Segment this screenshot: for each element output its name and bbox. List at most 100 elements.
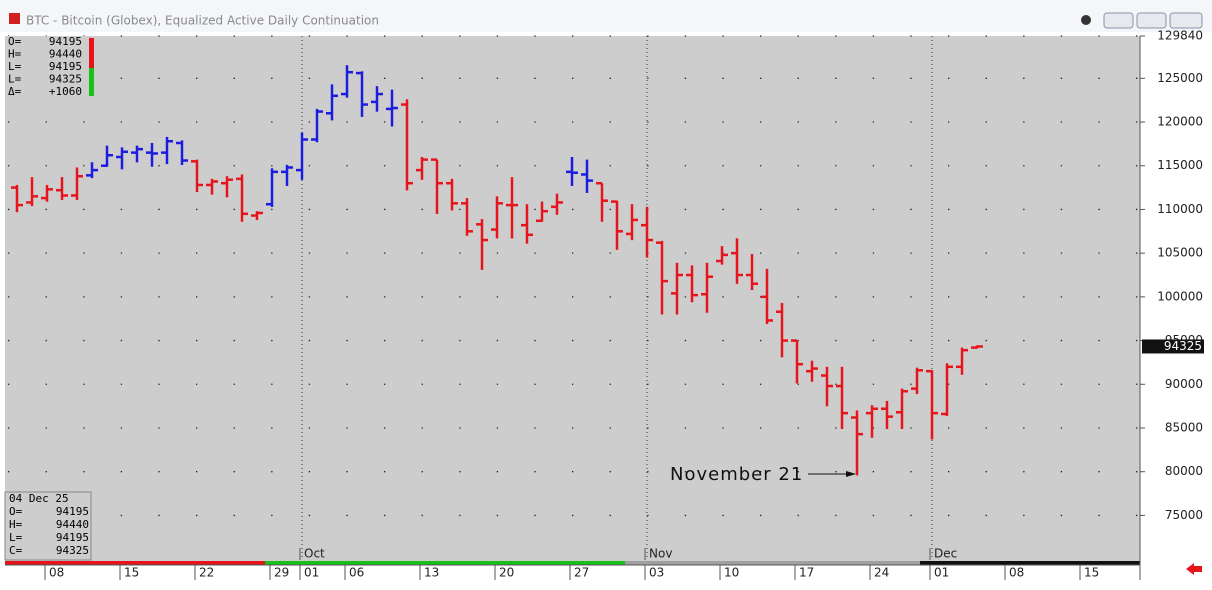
x-tick-label: 15: [1084, 566, 1099, 580]
ohlc-bar: [596, 181, 608, 222]
ohlc-bar: [716, 246, 728, 265]
ohlc-bar: [281, 164, 293, 186]
ohlc-bar: [296, 132, 308, 180]
info-value: 94440: [49, 48, 82, 61]
info-label: L=: [8, 73, 22, 86]
scroll-right-button[interactable]: [1186, 563, 1202, 575]
ohlc-bar: [86, 162, 98, 179]
ohlc-bar: [266, 168, 278, 207]
pin-button[interactable]: [1081, 15, 1091, 25]
info-panel: O= 94195 H= 94440 L= 94195 L= 94325 Δ= +1060: [5, 35, 95, 98]
ohlc-bar: [101, 145, 113, 167]
info-value: 94195: [49, 35, 82, 48]
info-bar-red: [89, 38, 94, 68]
title-bar: [0, 0, 1212, 32]
y-tick-label: 110000: [1157, 202, 1203, 216]
ohlc-bar: [641, 206, 653, 258]
ohlc-bar: [851, 410, 863, 476]
x-tick-label: 22: [199, 566, 214, 580]
ohlc-bar: [746, 254, 758, 290]
ohlc-bar: [326, 84, 338, 121]
strip-grey: [625, 561, 920, 565]
y-tick-label: 100000: [1157, 289, 1203, 303]
ohlc-bar: [311, 108, 323, 143]
month-label: Dec: [934, 547, 957, 561]
info-label: Δ=: [8, 85, 22, 98]
ohlc-bar: [26, 177, 38, 207]
ohlc-bar: [776, 302, 788, 358]
x-tick-label: 01: [934, 566, 949, 580]
ohlc-bar: [881, 400, 893, 429]
ohlc-bar: [731, 238, 743, 284]
ohlc-bar: [251, 211, 263, 221]
y-tick-label: 90000: [1165, 377, 1203, 391]
ohlc-bar: [371, 86, 383, 112]
minimize-button[interactable]: [1103, 12, 1134, 29]
last-price-label: 94325: [1164, 339, 1202, 353]
x-tick-label: 08: [1009, 566, 1024, 580]
ohlc-bar: [206, 178, 218, 195]
ohlc-bar: [581, 159, 593, 193]
info-label: O=: [8, 35, 22, 48]
ohlc-bar: [146, 143, 158, 167]
date-panel-label: L=: [9, 531, 23, 544]
ohlc-bar: [506, 177, 518, 239]
ohlc-bar: [761, 268, 773, 325]
strip-red: [5, 561, 265, 565]
x-tick-label: 15: [124, 566, 139, 580]
ohlc-bar: [221, 176, 233, 198]
info-bar-green: [89, 68, 94, 96]
ohlc-bar: [41, 184, 53, 202]
ohlc-bar: [821, 366, 833, 407]
date-panel-value: 94325: [56, 544, 89, 557]
info-value: +1060: [49, 85, 82, 98]
ohlc-bar: [626, 204, 638, 241]
ohlc-bar: [656, 240, 668, 315]
ohlc-bar: [911, 367, 923, 395]
ohlc-bar: [671, 262, 683, 315]
window-title: BTC - Bitcoin (Globex), Equalized Active…: [26, 14, 379, 28]
ohlc-bar: [806, 360, 818, 382]
ohlc-bar: [386, 89, 398, 127]
x-tick-label: 17: [799, 566, 814, 580]
ohlc-bar: [971, 345, 983, 349]
ohlc-bar: [476, 219, 488, 270]
y-tick-label: 120000: [1157, 115, 1203, 129]
date-panel-label: O=: [9, 505, 23, 518]
y-tick-label: 129840: [1157, 29, 1203, 43]
info-label: H=: [8, 48, 22, 61]
ohlc-bar: [341, 65, 353, 98]
date-panel: 04 Dec 25 O= 94195 H= 94440 L= 94195 C= 94325: [4, 491, 92, 561]
ohlc-bar: [131, 145, 143, 163]
y-tick-label: 125000: [1157, 71, 1203, 85]
ohlc-bar: [356, 71, 368, 117]
maximize-button[interactable]: [1136, 12, 1167, 29]
x-tick-label: 06: [349, 566, 364, 580]
ohlc-bar: [866, 405, 878, 438]
x-tick-label: 27: [574, 566, 589, 580]
date-box: [4, 491, 92, 561]
ohlc-bar: [191, 159, 203, 193]
ohlc-bar: [401, 99, 413, 191]
ohlc-bar: [56, 177, 68, 200]
y-tick-label: 85000: [1165, 420, 1203, 434]
ohlc-bar: [611, 200, 623, 250]
ohlc-bar: [686, 265, 698, 303]
ohlc-bar: [236, 174, 248, 222]
date-panel-label: C=: [9, 544, 23, 557]
ohlc-bar: [71, 167, 83, 200]
x-tick-label: 29: [274, 566, 289, 580]
last-price-box: [1142, 339, 1204, 354]
ohlc-bar: [941, 363, 953, 416]
ohlc-bar: [116, 147, 128, 170]
close-button[interactable]: [1169, 12, 1203, 29]
y-tick-label: 75000: [1165, 508, 1203, 522]
date-panel-date: 04 Dec 25: [9, 492, 69, 505]
ohlc-bar: [416, 156, 428, 180]
ohlc-bar: [11, 184, 23, 213]
date-panel-value: 94195: [56, 531, 89, 544]
month-label: Oct: [304, 547, 325, 561]
ohlc-bar: [836, 366, 848, 429]
plot-area: [5, 36, 1140, 561]
